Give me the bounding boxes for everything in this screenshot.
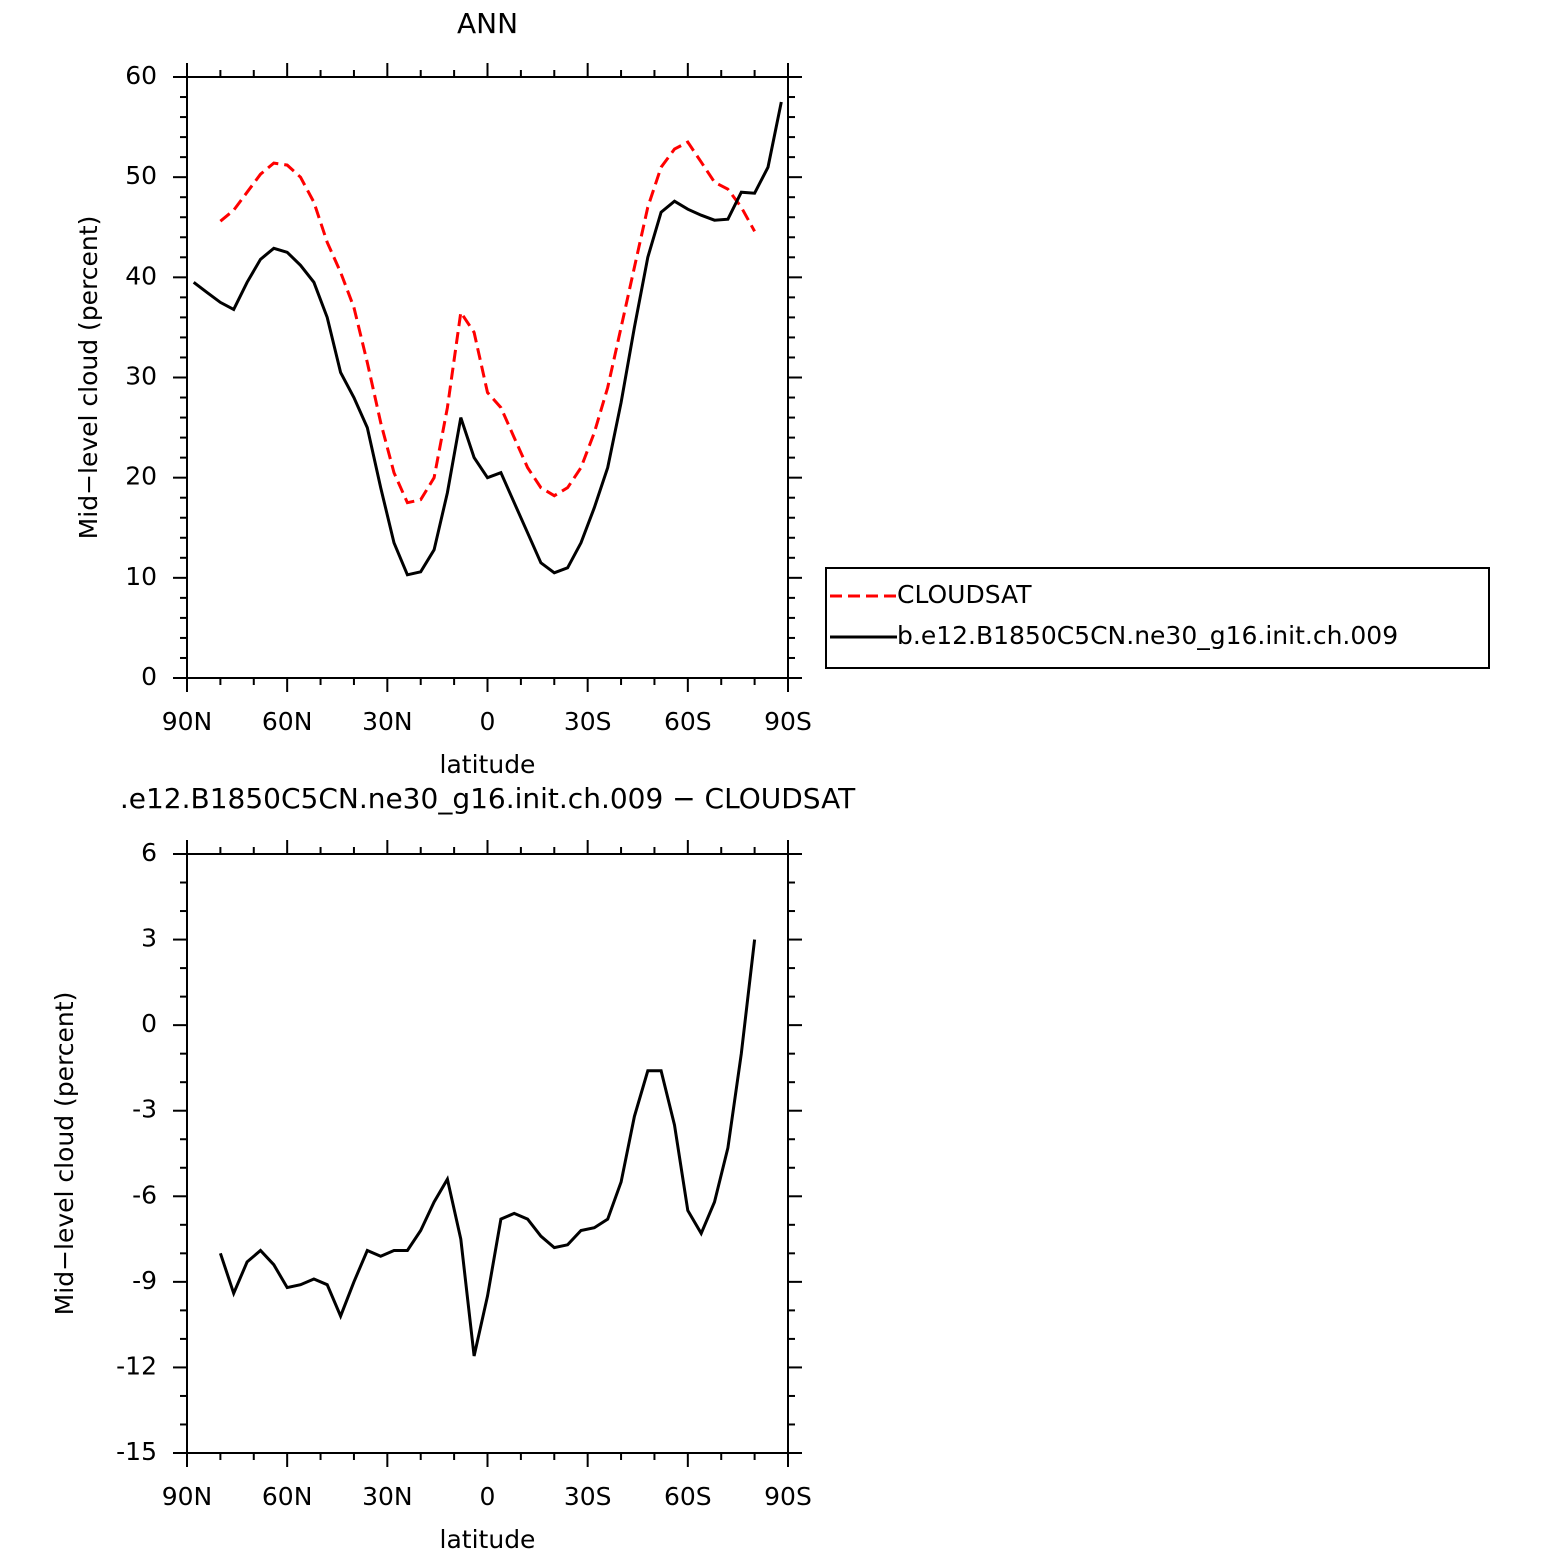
x-tick-label: 30S [564, 707, 612, 736]
x-tick-label: 30N [362, 707, 413, 736]
x-tick-label: 90S [764, 707, 812, 736]
y-tick-label: 0 [141, 662, 157, 691]
x-tick-label: 60S [664, 1482, 712, 1511]
x-axis-label: latitude [440, 1525, 536, 1554]
y-tick-label: -6 [132, 1180, 157, 1209]
chart-title: ANN [457, 7, 518, 40]
y-tick-label: 6 [141, 838, 157, 867]
y-tick-label: 0 [141, 1009, 157, 1038]
y-tick-label: -12 [116, 1351, 157, 1380]
y-tick-label: 20 [125, 462, 157, 491]
legend-label: CLOUDSAT [897, 580, 1032, 609]
y-axis-label: Mid−level cloud (percent) [50, 992, 79, 1316]
x-tick-label: 60N [262, 1482, 313, 1511]
x-tick-label: 30N [362, 1482, 413, 1511]
x-tick-label: 0 [480, 1482, 496, 1511]
legend-label: b.e12.B1850C5CN.ne30_g16.init.ch.009 [897, 621, 1398, 650]
y-tick-label: 40 [125, 261, 157, 290]
y-tick-label: -15 [116, 1437, 157, 1466]
plot-frame [186, 853, 789, 1454]
y-tick-label: 60 [125, 61, 157, 90]
y-tick-label: 30 [125, 362, 157, 391]
y-tick-label: -3 [132, 1095, 157, 1124]
data-line [192, 101, 783, 577]
plot-frame [186, 76, 789, 679]
y-tick-label: 3 [141, 924, 157, 953]
x-tick-label: 60S [664, 707, 712, 736]
y-tick-label: 10 [125, 562, 157, 591]
y-tick-label: 50 [125, 161, 157, 190]
y-axis-label: Mid−level cloud (percent) [74, 216, 103, 540]
x-tick-label: 90S [764, 1482, 812, 1511]
x-tick-label: 60N [262, 707, 313, 736]
x-tick-label: 90N [162, 707, 213, 736]
data-line [219, 140, 756, 505]
x-axis-label: latitude [440, 750, 536, 779]
x-tick-label: 30S [564, 1482, 612, 1511]
chart-title: .e12.B1850C5CN.ne30_g16.init.ch.009 − CL… [120, 782, 856, 815]
y-tick-label: -9 [132, 1266, 157, 1295]
x-tick-label: 0 [480, 707, 496, 736]
x-tick-label: 90N [162, 1482, 213, 1511]
data-line [218, 939, 757, 1357]
legend-box [825, 567, 1490, 669]
